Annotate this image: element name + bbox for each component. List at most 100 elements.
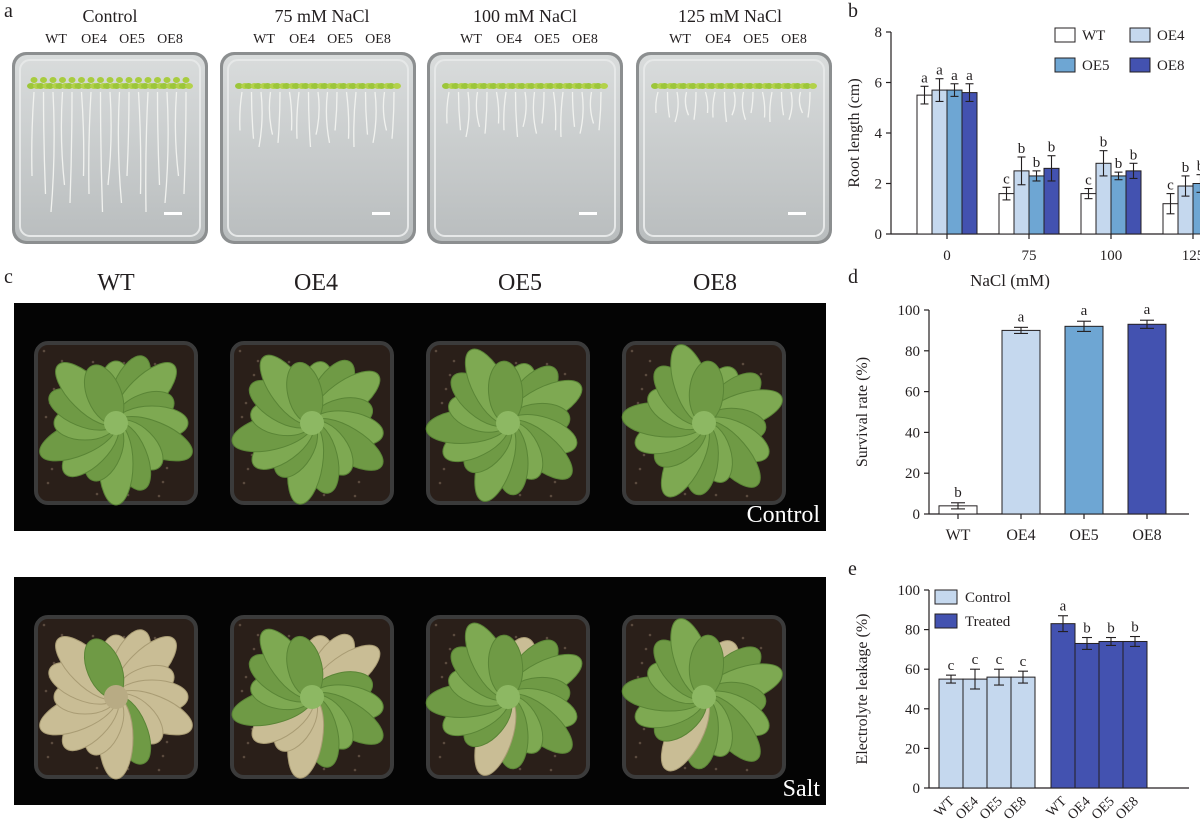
bar-oe8 bbox=[1127, 323, 1167, 515]
panel-label-d: d bbox=[848, 266, 858, 288]
significance-letter: a bbox=[1144, 302, 1151, 318]
legend-label: Treated bbox=[965, 614, 1011, 630]
genotype-label-oe5: OE5 bbox=[119, 32, 145, 47]
significance-letter: c bbox=[996, 652, 1003, 668]
y-tick-label: 4 bbox=[875, 126, 883, 142]
significance-letter: a bbox=[1081, 303, 1088, 319]
significance-letter: b bbox=[1130, 147, 1138, 163]
y-axis-label: Root length (cm) bbox=[846, 78, 863, 187]
y-tick-label: 80 bbox=[905, 623, 920, 639]
bar-oe5 bbox=[946, 89, 963, 235]
bar-oe4 bbox=[1001, 329, 1041, 515]
plant-pot bbox=[34, 615, 198, 780]
bar-control bbox=[938, 678, 964, 789]
bar-control bbox=[1010, 676, 1036, 789]
significance-letter: c bbox=[972, 652, 979, 668]
plant-pot bbox=[425, 341, 590, 505]
y-tick-label: 20 bbox=[905, 741, 920, 757]
bar-oe5 bbox=[1028, 175, 1045, 235]
condition-title-125mm: 125 mM NaCl bbox=[677, 6, 782, 26]
genotype-label-wt: WT bbox=[460, 32, 482, 47]
significance-letter: a bbox=[921, 70, 928, 86]
genotype-label-wt: WT bbox=[45, 32, 67, 47]
significance-letter: b bbox=[1083, 621, 1091, 637]
plant-pot bbox=[621, 615, 786, 779]
plant-label-oe5: OE5 bbox=[498, 270, 542, 296]
bar-treated bbox=[1050, 623, 1076, 789]
condition-title-75mm: 75 mM NaCl bbox=[274, 6, 370, 26]
significance-letter: a bbox=[1060, 599, 1067, 615]
significance-letter: b bbox=[1033, 155, 1041, 171]
y-tick-label: 0 bbox=[913, 507, 921, 523]
y-tick-label: 6 bbox=[875, 76, 883, 92]
y-tick-label: 80 bbox=[905, 344, 920, 360]
photo-tag-salt: Salt bbox=[782, 776, 820, 802]
significance-letter: b bbox=[1115, 156, 1123, 172]
bar-oe5 bbox=[1192, 183, 1200, 235]
significance-letter: b bbox=[1107, 621, 1115, 637]
significance-letter: a bbox=[966, 68, 973, 84]
legend-label: OE4 bbox=[1157, 28, 1185, 44]
panel-label-b: b bbox=[848, 0, 858, 22]
bar-oe5 bbox=[1110, 175, 1127, 235]
x-tick-label: WT bbox=[932, 794, 958, 820]
plant-label-oe8: OE8 bbox=[693, 270, 737, 296]
genotype-label-oe5: OE5 bbox=[534, 32, 560, 47]
legend-swatch bbox=[934, 589, 958, 605]
plant-pot bbox=[621, 341, 786, 505]
x-tick-label: WT bbox=[946, 527, 971, 544]
legend-swatch bbox=[1054, 27, 1076, 43]
y-tick-label: 60 bbox=[905, 385, 920, 401]
bar-wt bbox=[916, 94, 933, 235]
significance-letter: c bbox=[1167, 178, 1174, 194]
bar-control bbox=[962, 678, 988, 789]
bar-treated bbox=[1122, 640, 1148, 789]
genotype-label-oe4: OE4 bbox=[289, 32, 315, 47]
plant-pot bbox=[425, 615, 590, 779]
panel-label-c: c bbox=[4, 266, 13, 288]
bar-oe4 bbox=[931, 89, 948, 235]
plant-pot bbox=[230, 615, 394, 779]
genotype-label-oe8: OE8 bbox=[157, 32, 183, 47]
x-tick-label: WT bbox=[1044, 794, 1070, 820]
genotype-label-oe4: OE4 bbox=[81, 32, 107, 47]
legend-swatch bbox=[934, 613, 958, 629]
x-tick-label: 75 bbox=[1022, 248, 1037, 264]
bar-oe8 bbox=[961, 92, 978, 235]
y-tick-label: 0 bbox=[875, 227, 883, 243]
electrolyte-leakage-chart: 0 20 40 60 80 100 Electrolyte leakage (%) c WT c O… bbox=[854, 583, 1189, 823]
panel-label-e: e bbox=[848, 558, 857, 580]
y-tick-label: 100 bbox=[898, 303, 921, 319]
plant-label-wt: WT bbox=[97, 270, 135, 296]
significance-letter: a bbox=[936, 63, 943, 79]
x-tick-label: 100 bbox=[1100, 248, 1123, 264]
significance-letter: b bbox=[1197, 159, 1200, 175]
bar-oe5 bbox=[1064, 325, 1104, 515]
legend-label: Control bbox=[965, 590, 1011, 606]
x-tick-label: OE8 bbox=[1132, 527, 1161, 544]
y-tick-label: 8 bbox=[875, 25, 883, 41]
significance-letter: b bbox=[1100, 135, 1108, 151]
genotype-label-oe8: OE8 bbox=[365, 32, 391, 47]
bar-control bbox=[986, 676, 1012, 789]
bar-treated bbox=[1074, 642, 1100, 789]
x-tick-label: OE4 bbox=[1006, 527, 1035, 544]
significance-letter: a bbox=[1018, 309, 1025, 325]
plant-pot bbox=[230, 341, 394, 505]
petri-dish bbox=[220, 52, 416, 244]
petri-dish bbox=[427, 52, 623, 244]
y-axis-label: Electrolyte leakage (%) bbox=[854, 613, 871, 764]
bar-oe8 bbox=[1125, 170, 1142, 235]
bar-treated bbox=[1098, 640, 1124, 789]
petri-dish bbox=[636, 52, 832, 244]
y-tick-label: 0 bbox=[913, 781, 921, 797]
genotype-label-oe4: OE4 bbox=[705, 32, 731, 47]
legend-label: WT bbox=[1082, 28, 1105, 44]
x-tick-label: OE8 bbox=[1001, 794, 1030, 823]
plant-pot bbox=[34, 341, 198, 506]
genotype-label-oe5: OE5 bbox=[743, 32, 769, 47]
x-tick-label: OE4 bbox=[1065, 794, 1094, 823]
y-tick-label: 2 bbox=[875, 177, 883, 193]
condition-title-control: Control bbox=[82, 6, 138, 26]
